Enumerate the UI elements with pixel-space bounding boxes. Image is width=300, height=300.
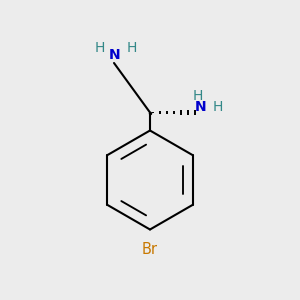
- Text: H: H: [94, 41, 105, 55]
- Text: H: H: [126, 41, 136, 55]
- Text: N: N: [195, 100, 207, 114]
- Text: Br: Br: [142, 242, 158, 256]
- Text: N: N: [109, 48, 121, 62]
- Text: H: H: [193, 89, 203, 103]
- Text: H: H: [212, 100, 223, 114]
